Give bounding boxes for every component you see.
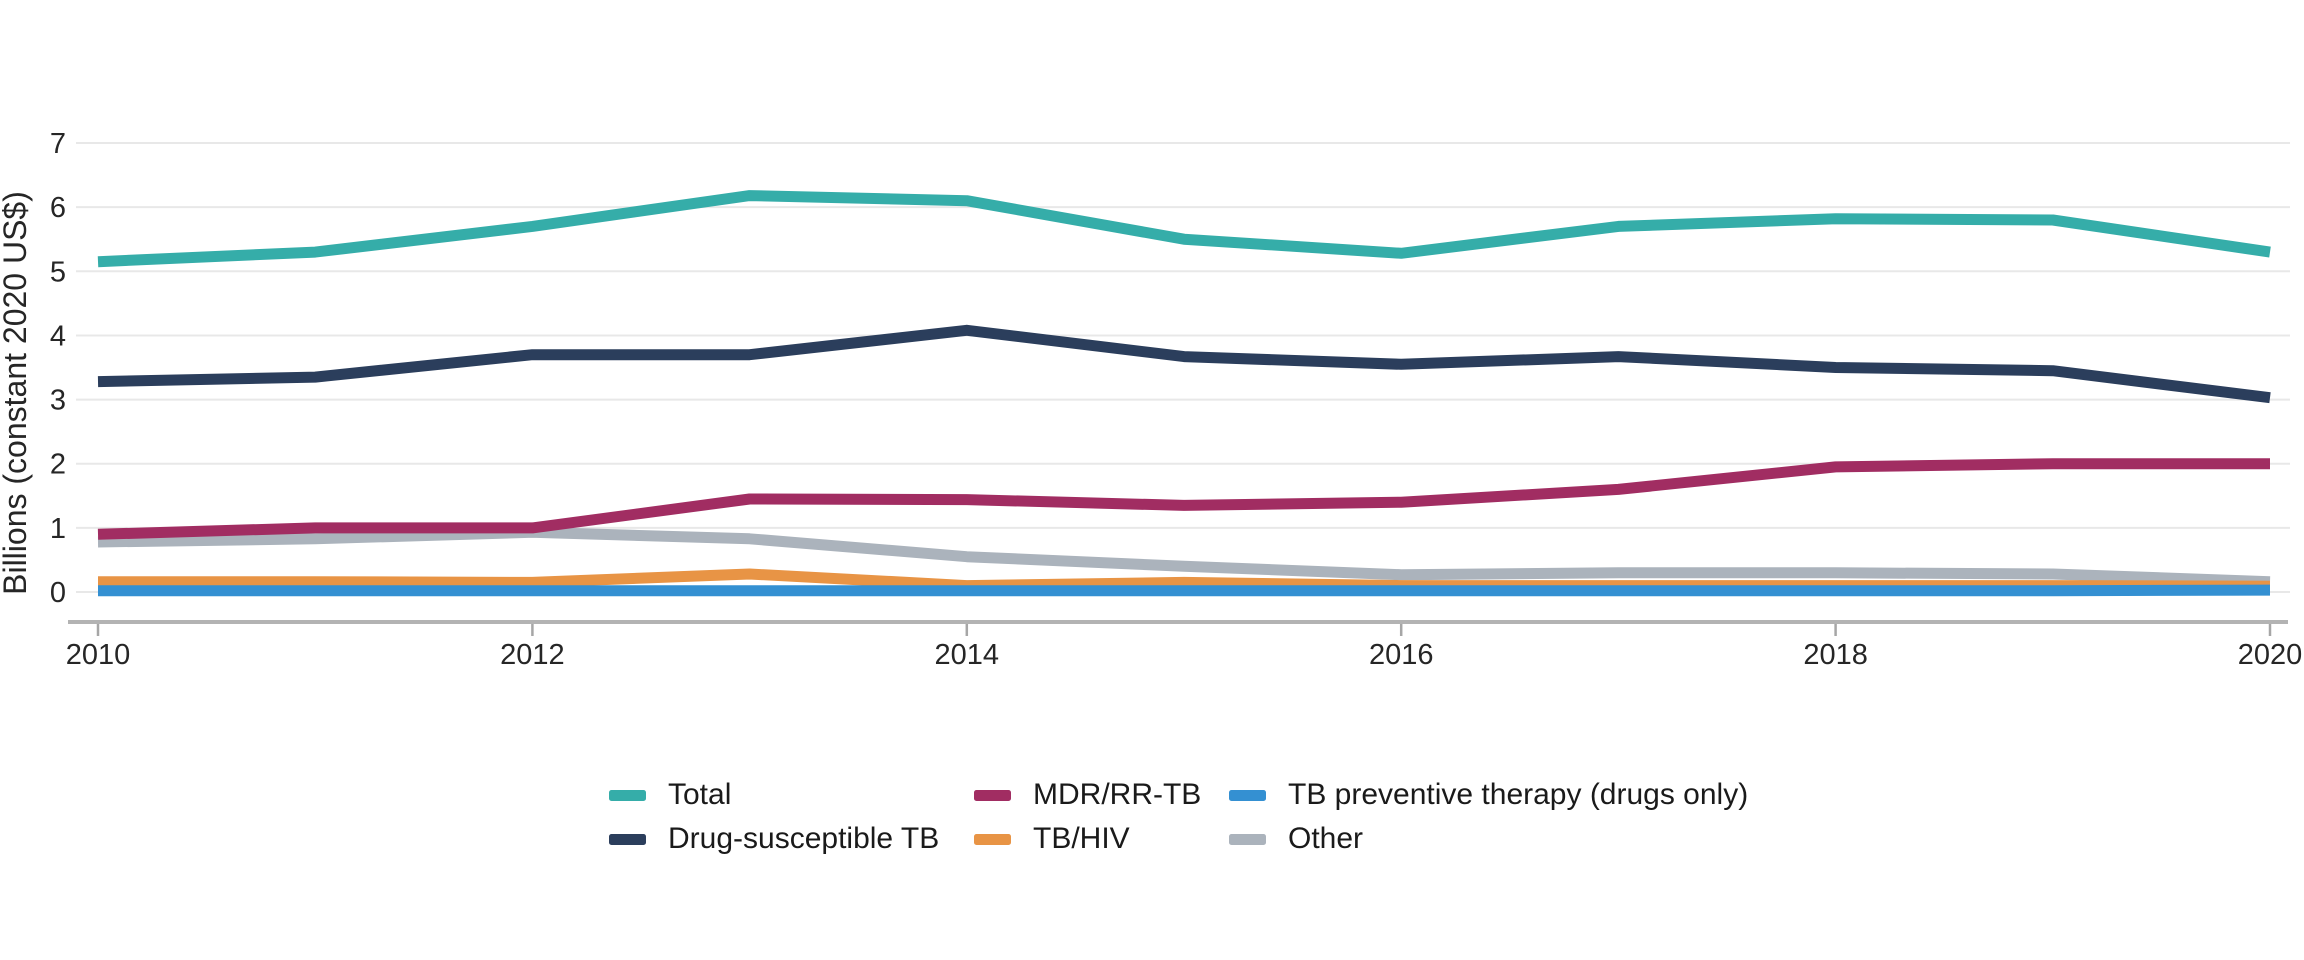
x-tick-label-2014: 2014	[935, 639, 1000, 671]
y-tick-label-7: 7	[50, 128, 66, 160]
y-tick-label-5: 5	[50, 256, 66, 288]
y-tick-label-1: 1	[50, 513, 66, 545]
y-axis-title: Billions (constant 2020 US$)	[0, 191, 33, 595]
x-tick-label-2018: 2018	[1803, 639, 1868, 671]
x-tick-label-2010: 2010	[66, 639, 131, 671]
y-tick-label-3: 3	[50, 385, 66, 417]
x-tick-label-2020: 2020	[2238, 639, 2303, 671]
series-line-mdr-rr-tb	[97, 458, 2270, 540]
y-tick-label-2: 2	[50, 449, 66, 481]
y-tick-label-4: 4	[50, 320, 66, 352]
series-line-ds-tb	[97, 324, 2271, 404]
y-tick-label-6: 6	[50, 192, 66, 224]
y-tick-label-0: 0	[50, 577, 66, 609]
x-tick-label-2016: 2016	[1369, 639, 1434, 671]
series-line-tb-preventive-therapy	[98, 584, 2271, 597]
series-line-other	[97, 526, 2271, 588]
series-line-total	[97, 190, 2271, 268]
x-tick-label-2012: 2012	[500, 639, 565, 671]
